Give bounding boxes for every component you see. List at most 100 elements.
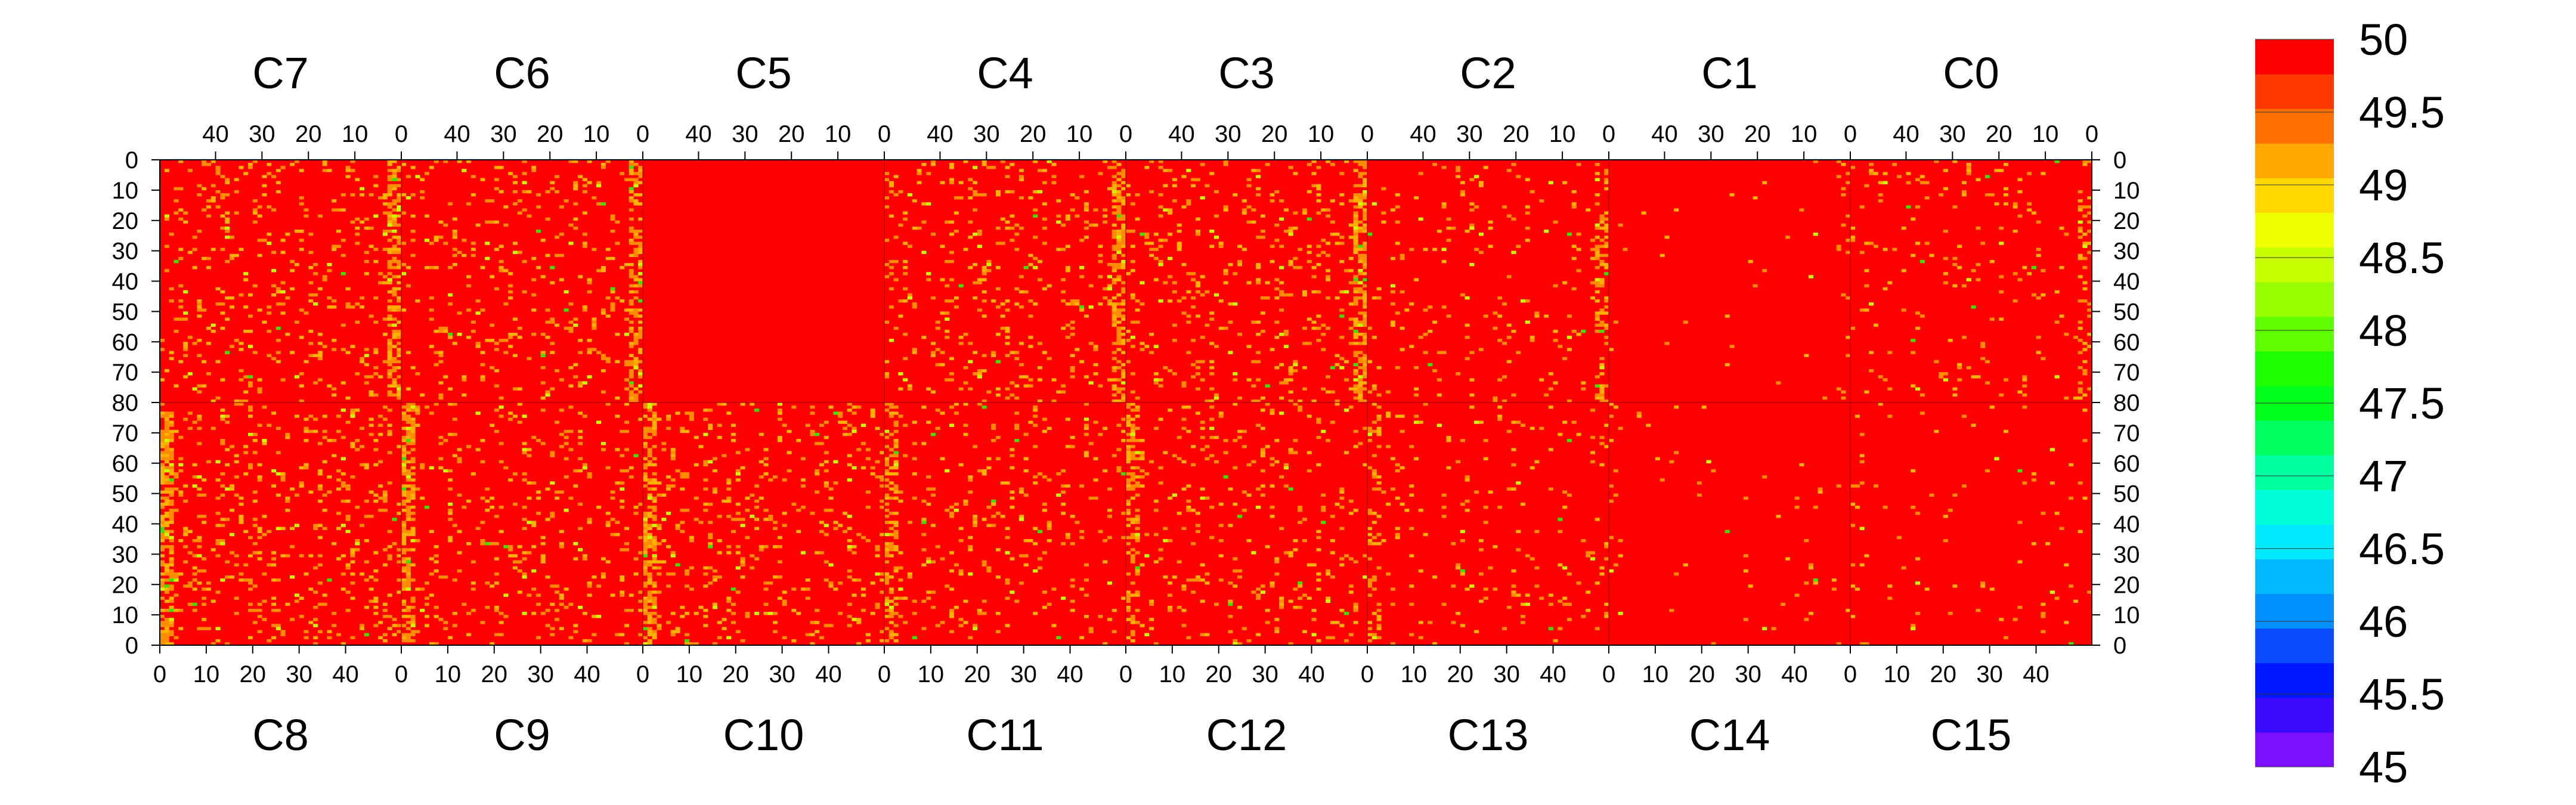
heatmap-cell — [1841, 396, 1846, 400]
heatmap-cell — [647, 408, 652, 412]
heatmap-cell — [633, 572, 639, 576]
heatmap-cell — [1116, 302, 1122, 306]
heatmap-cell — [703, 608, 708, 612]
heatmap-cell — [903, 423, 908, 427]
heatmap-cell — [888, 554, 894, 558]
heatmap-cell — [1418, 636, 1423, 640]
heatmap-cell — [275, 608, 281, 612]
heatmap-cell — [392, 266, 397, 270]
heatmap-cell — [206, 460, 211, 464]
heatmap-cell — [1311, 618, 1317, 621]
heatmap-cell — [1088, 496, 1094, 500]
heatmap-cell — [1353, 445, 1358, 448]
heatmap-cell — [1311, 160, 1317, 163]
heatmap-cell — [1233, 466, 1238, 470]
heatmap-cell — [1525, 593, 1530, 597]
heatmap-cell — [1599, 390, 1605, 394]
heatmap-cell — [197, 305, 202, 309]
heatmap-cell — [893, 569, 899, 573]
heatmap-cell — [1539, 596, 1544, 600]
heatmap-cell — [1367, 581, 1373, 585]
heatmap-cell — [647, 496, 652, 500]
heatmap-cell — [1604, 296, 1609, 300]
heatmap-cell — [313, 524, 318, 527]
heatmap-cell — [220, 193, 225, 197]
heatmap-cell — [945, 317, 950, 321]
heatmap-cell — [1218, 524, 1224, 527]
heatmap-cell — [267, 233, 272, 236]
heatmap-cell — [294, 160, 299, 163]
heatmap-cell — [1079, 360, 1085, 364]
heatmap-cell — [1140, 454, 1145, 457]
heatmap-cell — [1111, 236, 1117, 239]
heatmap-cell — [1168, 593, 1173, 597]
heatmap-cell — [262, 193, 267, 197]
heatmap-cell — [447, 535, 453, 540]
heatmap-cell — [210, 548, 216, 552]
heatmap-cell — [1256, 399, 1261, 403]
heatmap-cell — [197, 581, 202, 585]
heatmap-cell — [1376, 618, 1382, 621]
heatmap-cell — [1363, 259, 1368, 264]
heatmap-cell — [1358, 375, 1363, 379]
heatmap-cell — [489, 505, 495, 509]
heatmap-cell — [643, 518, 648, 521]
heatmap-cell — [1010, 393, 1015, 397]
heatmap-cell — [1604, 230, 1609, 233]
heatmap-cell — [410, 490, 416, 494]
heatmap-cell — [1599, 320, 1605, 324]
heatmap-cell — [387, 281, 392, 284]
heatmap-cell — [652, 414, 657, 418]
heatmap-cell — [1018, 342, 1024, 345]
heatmap-cell — [540, 332, 546, 336]
heatmap-cell — [995, 332, 1001, 336]
heatmap-cell — [1367, 432, 1373, 436]
heatmap-cell — [405, 402, 411, 406]
heatmap-cell — [1010, 490, 1015, 494]
heatmap-cell — [1256, 587, 1261, 591]
heatmap-cell — [559, 378, 564, 382]
heatmap-cell — [782, 423, 787, 427]
heatmap-cell — [638, 266, 643, 270]
heatmap-cell — [833, 527, 838, 530]
heatmap-cell — [1005, 624, 1010, 627]
heatmap-cell — [628, 178, 634, 181]
heatmap-cell — [160, 633, 165, 637]
heatmap-cell — [1163, 169, 1168, 172]
heatmap-cell — [1111, 269, 1117, 273]
heatmap-cell — [907, 296, 913, 300]
heatmap-cell — [1270, 259, 1275, 264]
heatmap-cell — [512, 242, 518, 245]
heatmap-cell — [317, 378, 323, 382]
heatmap-cell — [610, 496, 615, 500]
heatmap-cell — [633, 339, 639, 342]
heatmap-cell — [587, 348, 592, 351]
heatmap-cell — [1116, 378, 1122, 382]
heatmap-cell — [178, 469, 184, 473]
heatmap-cell — [1432, 247, 1438, 251]
heatmap-cell — [1474, 490, 1479, 494]
heatmap-cell — [1441, 493, 1447, 497]
heatmap-cell — [888, 496, 894, 500]
heatmap-cell — [355, 439, 360, 442]
heatmap-cell — [643, 435, 648, 439]
heatmap-cell — [1070, 354, 1075, 357]
heatmap-cell — [1846, 172, 1851, 175]
heatmap-cell — [1116, 217, 1122, 221]
heatmap-cell — [633, 202, 639, 206]
heatmap-cell — [1065, 302, 1070, 306]
heatmap-cell — [429, 530, 434, 534]
heatmap-cell — [1168, 408, 1173, 412]
heatmap-cell — [1325, 253, 1330, 258]
heatmap-cell — [1111, 387, 1117, 391]
heatmap-cell — [1107, 262, 1112, 267]
heatmap-cell — [1205, 323, 1210, 327]
heatmap-cell — [1497, 405, 1503, 409]
heatmap-cell — [257, 608, 262, 612]
heatmap-cell — [735, 518, 741, 521]
heatmap-cell — [322, 414, 327, 418]
heatmap-cell — [508, 345, 513, 348]
heatmap-cell — [1121, 226, 1126, 230]
heatmap-cell — [888, 339, 894, 342]
heatmap-cell — [643, 472, 648, 476]
